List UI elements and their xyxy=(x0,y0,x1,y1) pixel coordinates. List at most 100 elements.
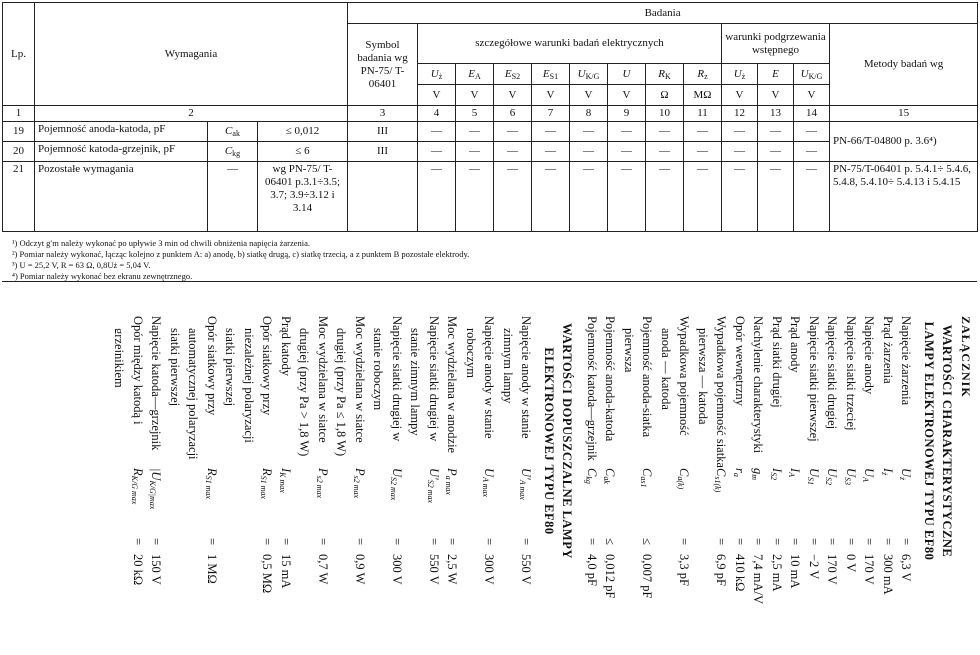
condition-cell: — xyxy=(417,161,456,232)
condition-cell: — xyxy=(607,141,646,162)
item-symbol: UA xyxy=(860,468,879,538)
item-relation: = xyxy=(714,538,729,546)
item-symbol: |UK/G|max xyxy=(147,468,166,538)
subscript: S2 max xyxy=(389,477,398,501)
name-cell: Pozostałe wymagania xyxy=(34,161,208,232)
column-number: 11 xyxy=(683,105,722,122)
item-relation: = xyxy=(807,538,821,546)
item-symbol: US1 xyxy=(805,468,824,538)
item-value: 20 kΩ xyxy=(131,554,145,586)
subscript: S2 xyxy=(824,477,834,486)
symbol: E xyxy=(772,67,779,80)
item: Moc wydzielana w siatce drugiej (przy Pa… xyxy=(332,316,369,654)
item: Pojemność anoda-siatka pierwsza Cas1 ≤0,00… xyxy=(620,316,657,654)
item-relation: = xyxy=(751,538,766,546)
param-cell: U xyxy=(607,63,646,85)
header-cell: Wymagania xyxy=(34,2,348,106)
item-name: Nachylenie charakterystyki xyxy=(751,316,766,454)
condition-cell: — xyxy=(757,141,794,162)
symbol: U xyxy=(844,468,858,478)
symbol: U xyxy=(899,468,914,478)
condition-cell: — xyxy=(455,141,494,162)
item-value: 550 V xyxy=(427,554,441,585)
unit-cell: V xyxy=(417,84,456,106)
subscript: A xyxy=(861,477,871,482)
item-value: 300 V xyxy=(482,554,497,585)
item: Napięcie żarzenia Uż = 6,3 V xyxy=(897,316,916,654)
requirement-cell: wg PN-75/ T-06401 p.3.1÷3.5; 3.7; 3.9÷3.… xyxy=(257,161,348,232)
condition-cell: — xyxy=(683,141,722,162)
item-value: 6,9 pF xyxy=(714,554,729,586)
condition-cell: — xyxy=(793,141,830,162)
item: Opór wewnętrzny ra = 410 kΩ xyxy=(731,316,750,654)
column-number: 2 xyxy=(34,105,348,122)
subscript: S2 max xyxy=(426,479,435,504)
item-symbol: ra xyxy=(731,468,750,538)
param-cell: ES1 xyxy=(531,63,570,85)
subscript: s2 max xyxy=(315,475,324,499)
item-name: Napięcie anody xyxy=(862,316,877,395)
item-name: Napięcie katoda—grzejnik xyxy=(149,316,164,451)
name-cell: Pojemność anoda-katoda, pF xyxy=(34,121,208,142)
condition-cell: — xyxy=(569,141,608,162)
subscript: a xyxy=(732,472,741,477)
item-relation: = xyxy=(353,538,367,546)
condition-cell: — xyxy=(493,141,532,162)
column-number: 3 xyxy=(347,105,418,122)
subscript: ż xyxy=(880,472,889,476)
item-value: 170 V xyxy=(862,554,877,585)
item-symbol: UA max xyxy=(462,468,499,538)
column-number: 13 xyxy=(757,105,794,122)
item-symbol: US2 xyxy=(823,468,842,538)
item-relation: = xyxy=(205,538,219,546)
header-cell: Symbol badania wg PN-75/ T-06401 xyxy=(347,23,418,106)
column-number: 5 xyxy=(455,105,494,122)
item-symbol: RK/G max xyxy=(115,468,147,538)
symbol: U xyxy=(807,468,821,478)
test-symbol-cell: III xyxy=(347,121,418,142)
table-body: 19 Pojemność anoda-katoda, pF Cak ≤ 0,012 II… xyxy=(2,121,979,232)
header-cell: Metody badań wg xyxy=(828,23,979,106)
item-symbol: Cs1(k) xyxy=(694,468,731,538)
item-name: Napięcie siatki drugiej w stanie roboczy… xyxy=(371,316,405,442)
item-name: Wypadkowa pojemność anoda — katoda xyxy=(659,316,692,436)
table-row: 19 Pojemność anoda-katoda, pF Cak ≤ 0,012 II… xyxy=(2,121,979,162)
item-relation: = xyxy=(519,538,534,546)
item-relation: = xyxy=(149,538,164,546)
condition-cell: — xyxy=(721,141,758,162)
item-symbol: Ps2 max xyxy=(332,468,369,538)
table-row: 21 Pozostałe wymagania — wg PN-75/ T-06401 … xyxy=(2,161,979,232)
subscript: K xyxy=(664,71,671,81)
item-relation: = xyxy=(427,538,441,546)
item-relation: = xyxy=(770,538,784,546)
condition-cell: — xyxy=(417,141,456,162)
item-relation: = xyxy=(279,538,293,546)
item-name: Pojemność katoda—grzejnik xyxy=(585,316,599,461)
item-value: 300 mA xyxy=(881,554,895,595)
symbol: U xyxy=(800,67,809,80)
item-name: Napięcie anody w stanie roboczym xyxy=(464,316,497,439)
item: Napięcie katoda—grzejnik |UK/G|max = 150 V xyxy=(147,316,166,654)
item: Napięcie anody w stanie roboczym UA max = 3… xyxy=(462,316,499,654)
symbol: C xyxy=(225,125,233,137)
item-name: Pojemność anoda-siatka pierwsza xyxy=(622,316,655,438)
item: Moc wydzielana w anodzie Pa max = 2,5 W xyxy=(443,316,462,654)
symbol: E xyxy=(468,67,475,80)
item: Moc wydzielana w siatce drugiej (przy Pa… xyxy=(295,316,332,654)
item-relation: = xyxy=(390,538,404,546)
unit-cell: V xyxy=(721,84,758,106)
item-name: Moc wydzielana w anodzie xyxy=(445,316,460,454)
symbol: E xyxy=(504,67,512,80)
appendix: ZAŁĄCZNIK WARTOŚCI CHARAKTERYSTYCZNE LAM… xyxy=(115,316,975,654)
condition-cell: — xyxy=(793,121,830,142)
lp-cell: 20 xyxy=(2,141,35,162)
item-value: 7,4 mA/V xyxy=(751,554,766,604)
condition-cell: — xyxy=(531,161,570,232)
item-relation: = xyxy=(585,538,599,546)
footnote: ⁴) Pomiar należy wykonać bez ekranu zewn… xyxy=(12,271,193,281)
subscript: S1 xyxy=(806,477,815,486)
symbol: R xyxy=(697,67,705,80)
item-value: 170 V xyxy=(825,554,840,585)
param-cell: Uż xyxy=(417,63,456,85)
